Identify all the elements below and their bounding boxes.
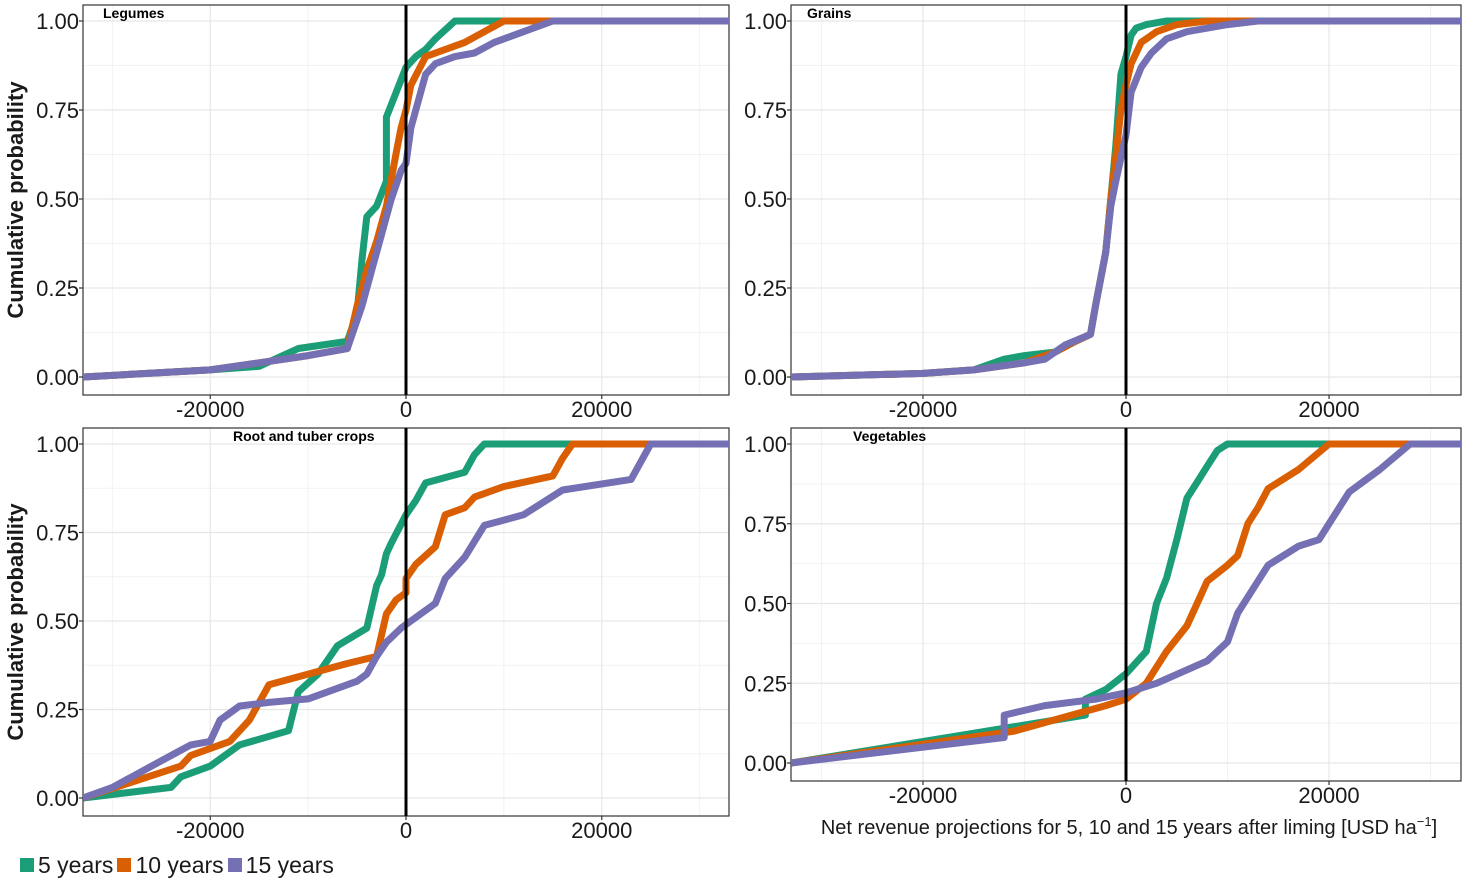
panel-title: Vegetables [853,428,926,444]
legend: 5 years 10 years 15 years [20,850,338,880]
series-line-15-years [83,440,729,802]
x-tick-label: 20000 [571,818,632,843]
x-tick-label: 0 [400,397,412,422]
y-tick-label: 0.50 [744,592,787,617]
series-line-5-years [83,440,729,802]
legend-label: 10 years [135,851,224,878]
legend-swatch-15-years [227,858,242,872]
series-line-15-years [791,440,1461,767]
x-tick-label: 20000 [571,397,632,422]
y-tick-label: 1.00 [36,9,79,34]
y-tick-label: 0.25 [36,276,79,301]
y-tick-label: 0.25 [744,671,787,696]
y-tick-label: 0.75 [36,521,79,546]
panel-title: Grains [807,5,852,21]
x-tick-label: 0 [400,818,412,843]
x-tick-label: 20000 [1298,783,1359,808]
y-tick-label: 0.00 [744,365,787,390]
series-line-5-years [791,440,1461,767]
y-tick-label: 0.00 [36,786,79,811]
x-tick-label: -20000 [176,397,245,422]
legend-item-15-years: 15 years [227,851,334,879]
legend-label: 5 years [38,851,114,878]
y-tick-label: 1.00 [744,9,787,34]
x-tick-label: 0 [1120,397,1132,422]
y-tick-label: 0.25 [36,698,79,723]
x-tick-label: -20000 [889,397,958,422]
series-line-5-years [83,17,729,381]
legend-swatch-5-years [20,858,34,872]
legend-label: 15 years [245,851,334,878]
x-tick-label: -20000 [176,818,245,843]
x-tick-label: -20000 [889,783,958,808]
x-tick-label: 0 [1120,783,1132,808]
legend-item-10-years: 10 years [117,851,224,879]
y-tick-label: 0.75 [36,98,79,123]
panel-2: 0.00 0.25 0.50 0.75 1.00 -20000 0 20000 Grains [744,4,1462,422]
panel-title: Legumes [103,5,165,21]
panels: 0.000.250.500.751.00-20000 0 20000Legumes0… [36,4,1462,843]
legend-item-5-years: 5 years [20,852,113,879]
panel-4: 0.00 0.25 0.50 0.75 1.00 -20000 0 20000 Vegetabl… [744,427,1462,808]
y-tick-label: 0.25 [744,276,787,301]
y-tick-label: 0.50 [744,187,787,212]
y-tick-label: 1.00 [36,432,79,457]
y-axis-title-top: Cumulative probability [3,81,28,319]
y-tick-label: 0.00 [744,751,787,776]
y-axis-title-bottom: Cumulative probability [3,503,28,741]
x-axis-title: Net revenue projections for 5, 10 and 15… [821,814,1437,839]
y-tick-label: 0.75 [744,98,787,123]
y-tick-label: 0.50 [36,187,79,212]
series-line-15-years [791,17,1461,381]
panel-1: 0.00 0.25 0.50 0.75 1.00 -20000 0 20000 Legumes [36,4,730,422]
x-tick-label: 20000 [1298,397,1359,422]
y-tick-label: 0.75 [744,512,787,537]
panel-title: Root and tuber crops [233,428,375,444]
panel-3: 0.00 0.25 0.50 0.75 1.00 -20000 0 20000 Root and… [36,427,730,843]
series-line-10-years [791,440,1461,767]
legend-swatch-10-years [117,858,132,872]
y-tick-label: 0.50 [36,609,79,634]
y-tick-label: 1.00 [744,432,787,457]
y-tick-label: 0.00 [36,365,79,390]
